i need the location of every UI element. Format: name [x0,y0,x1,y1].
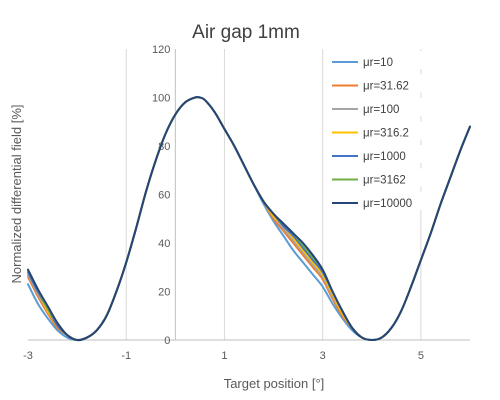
x-tick-label: -1 [121,350,131,362]
legend: μr=10 μr=31.62 μr=100 μr=316.2 μr=1000 μr=316… [326,51,432,210]
legend-entry-background [326,74,432,93]
legend-label: μr=1000 [363,151,406,163]
y-tick-label: 120 [152,44,170,56]
y-axis-title: Normalized differential field [%] [9,105,24,284]
legend-label: μr=3162 [363,175,406,187]
x-tick-label: -3 [23,350,33,362]
series-line-7 [27,96,471,342]
axes [28,49,470,341]
legend-entry-background [326,51,432,69]
x-tick-label: 5 [418,350,424,362]
y-tick-label: 0 [164,335,170,347]
legend-entry-background [326,145,432,163]
legend-entry-background [326,192,432,210]
y-tick-label: 100 [152,93,170,105]
series-lines [27,96,471,342]
y-tick-label: 60 [158,190,170,202]
legend-entry-background [326,168,432,187]
legend-entry-background [326,98,432,116]
legend-label: μr=10000 [363,198,412,210]
x-tick-label: 1 [221,350,227,362]
legend-label: μr=31.62 [363,81,409,93]
legend-label: μr=100 [363,104,399,116]
legend-label: μr=10 [363,57,393,69]
y-tick-label: 40 [158,238,170,250]
x-tick-label: 3 [320,350,326,362]
chart-title: Air gap 1mm [192,22,300,43]
legend-entry-background [326,121,432,140]
y-tick-label: 20 [158,287,170,299]
legend-label: μr=316.2 [363,128,409,140]
x-tick-labels: -3 -1 1 3 5 [23,350,424,362]
x-axis-title: Target position [°] [224,376,325,391]
